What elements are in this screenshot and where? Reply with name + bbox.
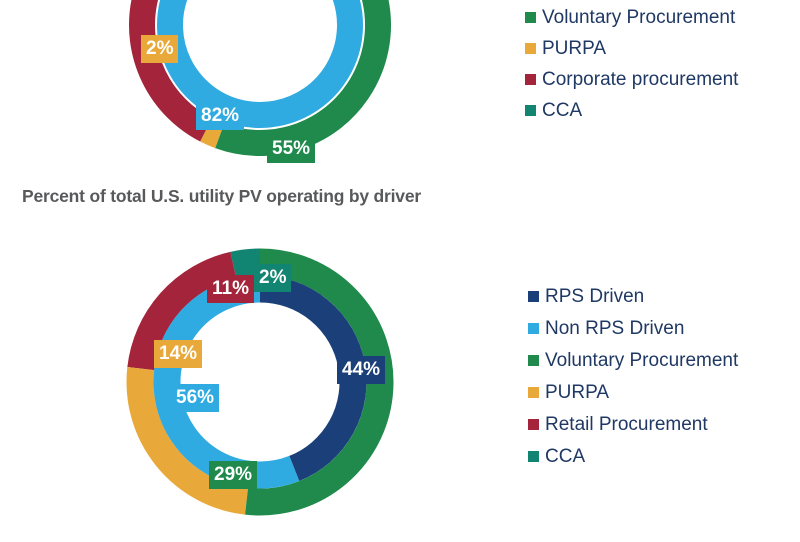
legend-label: CCA [542, 101, 582, 120]
legend-item-voluntary-procurement[interactable]: Voluntary Procurement [528, 344, 738, 376]
value-label-bottom-voluntary: 29% [209, 461, 257, 489]
legend-label: CCA [545, 447, 585, 466]
donut-chart-top [0, 0, 520, 170]
legend-label: Voluntary Procurement [542, 8, 735, 27]
value-label-bottom-purpa: 14% [154, 340, 202, 368]
legend-label: Retail Procurement [545, 415, 708, 434]
legend-label: RPS Driven [545, 287, 644, 306]
legend-item-corporate-procurement[interactable]: Corporate procurement [525, 64, 738, 95]
section-title: Percent of total U.S. utility PV operati… [22, 186, 421, 207]
legend-swatch-icon [525, 105, 536, 116]
legend-item-rps-driven[interactable]: RPS Driven [528, 280, 738, 312]
legend-swatch-icon [528, 355, 539, 366]
donut-segment[interactable] [170, 0, 350, 115]
legend-swatch-icon [525, 74, 536, 85]
donut-chart-bottom [0, 252, 520, 542]
legend-bottom: RPS Driven Non RPS Driven Voluntary Proc… [528, 280, 738, 472]
donut-top-svg [0, 0, 520, 170]
legend-item-purpa[interactable]: PURPA [528, 376, 738, 408]
donut-top-inner-ring [170, 0, 350, 115]
value-label-top-voluntary: 55% [267, 135, 315, 163]
legend-item-cca[interactable]: CCA [525, 95, 738, 126]
legend-swatch-icon [525, 12, 536, 23]
donut-bottom-svg [0, 252, 520, 542]
value-label-top-purpa: 2% [141, 35, 178, 63]
legend-top: Voluntary Procurement PURPA Corporate pr… [525, 2, 738, 126]
donut-segment[interactable] [206, 130, 220, 136]
value-label-bottom-rps: 44% [337, 356, 385, 384]
legend-label: Non RPS Driven [545, 319, 684, 338]
legend-item-voluntary-procurement[interactable]: Voluntary Procurement [525, 2, 738, 33]
donut-segment[interactable] [167, 289, 294, 475]
value-label-bottom-cca: 2% [254, 264, 291, 292]
legend-label: PURPA [542, 39, 606, 58]
legend-label: Voluntary Procurement [545, 351, 738, 370]
chart-page: 2% 82% 55% Voluntary Procurement PURPA C… [0, 0, 800, 480]
legend-item-retail-procurement[interactable]: Retail Procurement [528, 408, 738, 440]
legend-swatch-icon [528, 387, 539, 398]
legend-item-non-rps-driven[interactable]: Non RPS Driven [528, 312, 738, 344]
legend-swatch-icon [528, 291, 539, 302]
legend-item-cca[interactable]: CCA [528, 440, 738, 472]
legend-label: PURPA [545, 383, 609, 402]
legend-label: Corporate procurement [542, 70, 738, 89]
value-label-bottom-non-rps: 56% [171, 384, 219, 412]
legend-swatch-icon [525, 43, 536, 54]
legend-swatch-icon [528, 323, 539, 334]
value-label-top-non-rps: 82% [196, 102, 244, 130]
legend-swatch-icon [528, 451, 539, 462]
legend-item-purpa[interactable]: PURPA [525, 33, 738, 64]
legend-swatch-icon [528, 419, 539, 430]
donut-bottom-inner-ring [167, 289, 353, 475]
value-label-bottom-retail: 11% [207, 275, 254, 303]
